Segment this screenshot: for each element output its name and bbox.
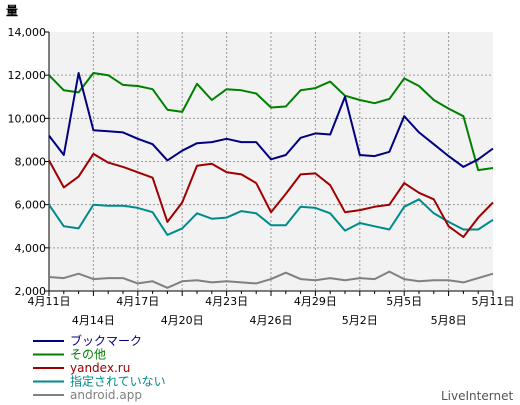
y-tick-label: 14,000 [8,26,47,39]
y-axis-label: 量 [6,4,18,18]
x-tick-label: 4月14日 [72,314,115,327]
x-tick-label: 5月8日 [431,314,467,327]
x-tick-label: 4月29日 [294,295,337,308]
y-tick-label: 2,000 [15,285,47,298]
legend-label: ブックマーク [70,333,142,348]
legend-label: その他 [70,348,106,362]
series-line [48,72,494,168]
y-tick-label: 8,000 [15,156,47,169]
x-tick-label: 4月26日 [250,314,293,327]
x-tick-label: 4月17日 [116,295,159,308]
y-tick-label: 4,000 [15,242,47,255]
series-line [48,270,494,289]
x-tick-label: 5月2日 [342,314,378,327]
x-tick-label: 5月11日 [472,295,515,308]
x-tick-label: 4月11日 [28,295,71,308]
series-line [48,152,494,238]
x-tick-label: 4月23日 [205,295,248,308]
legend-label: yandex.ru [70,361,130,375]
legend-label: 指定されていない [70,374,166,389]
x-tick-label: 4月20日 [161,314,204,327]
brand-label: LiveInternet [441,389,513,403]
x-tick-label: 5月5日 [386,295,422,308]
legend-label: android.app [70,388,142,402]
y-tick-label: 12,000 [8,69,47,82]
series-line [48,72,494,172]
y-tick-label: 6,000 [15,199,47,212]
y-tick-label: 10,000 [8,112,47,125]
series-line [48,198,494,236]
